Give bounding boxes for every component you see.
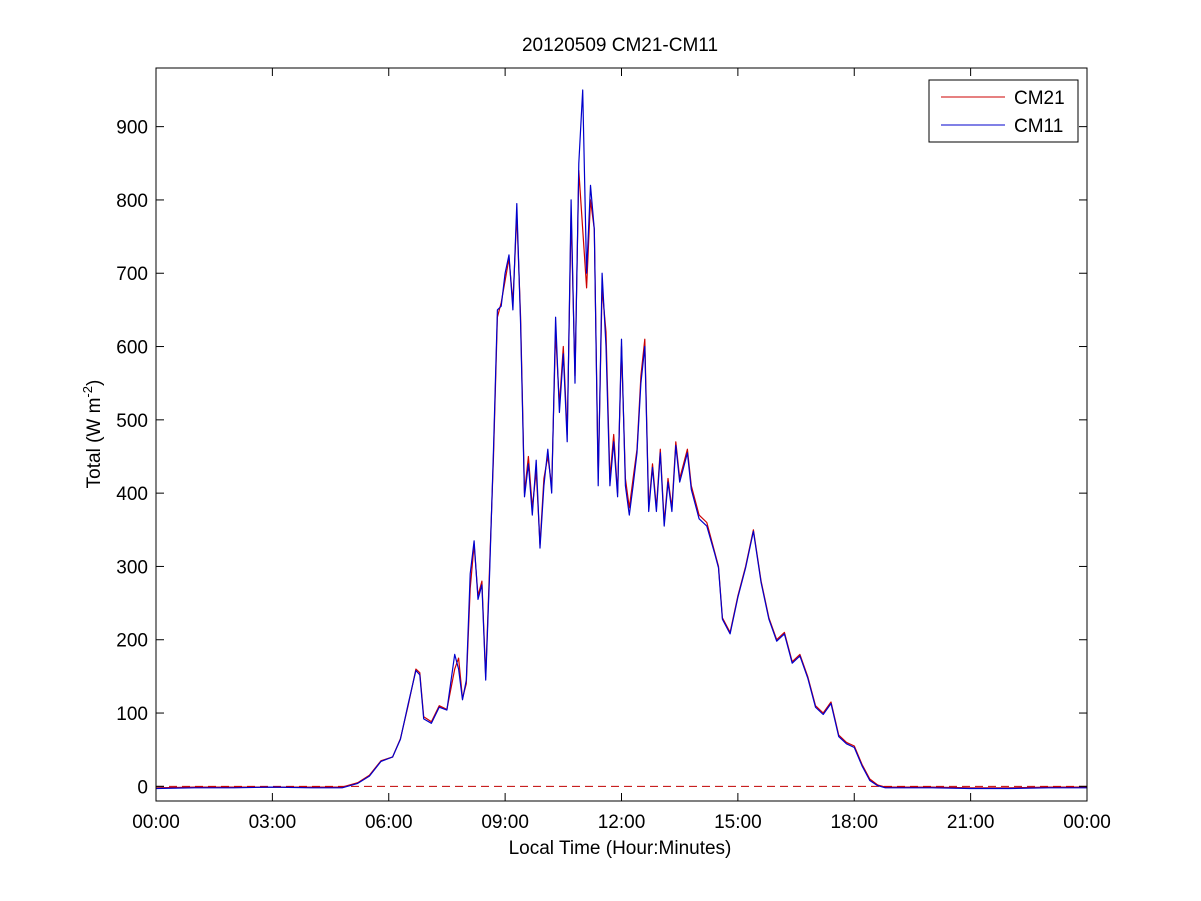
y-axis-title: Total (W m-2): [80, 380, 105, 489]
y-tick-label: 800: [116, 191, 148, 212]
x-tick-label: 21:00: [947, 812, 995, 833]
x-tick-label: 12:00: [598, 812, 646, 833]
y-tick-label: 700: [116, 264, 148, 285]
y-axis-title-close: ): [84, 380, 105, 386]
x-tick-label: 06:00: [365, 812, 413, 833]
x-tick-label: 15:00: [714, 812, 762, 833]
x-tick-label: 18:00: [830, 812, 878, 833]
y-tick-label: 500: [116, 411, 148, 432]
legend-box: [928, 79, 1079, 143]
y-axis-title-main: Total (W m: [84, 398, 105, 489]
x-axis-title: Local Time (Hour:Minutes): [509, 838, 732, 859]
y-tick-label: 900: [116, 118, 148, 139]
series-layer: [155, 89, 1087, 790]
x-tick-label: 00:00: [132, 812, 180, 833]
legend-label-cm21: CM21: [1014, 88, 1065, 109]
y-tick-label: 400: [116, 484, 148, 505]
chart-title: 20120509 CM21-CM11: [522, 35, 718, 56]
legend: CM21 CM11: [928, 79, 1079, 143]
x-tick-label: 00:00: [1063, 812, 1111, 833]
y-tick-label: 600: [116, 338, 148, 359]
x-tick-label: 03:00: [249, 812, 297, 833]
y-tick-label: 0: [137, 777, 148, 798]
x-tick-label: 09:00: [481, 812, 529, 833]
y-axis-title-exponent: -2: [80, 386, 95, 398]
plot-area: [156, 68, 1087, 801]
x-axis: 00:00 03:00 06:00 09:00 12:00 15:00 18:00 21:00…: [132, 68, 1111, 833]
legend-label-cm11: CM11: [1014, 116, 1063, 137]
y-tick-label: 300: [116, 557, 148, 578]
series-line-cm11: [155, 89, 1087, 790]
y-tick-label: 100: [116, 704, 148, 725]
y-axis: 0 100 200 300 400 500 600 700 800 900: [116, 118, 1087, 798]
y-tick-label: 200: [116, 631, 148, 652]
